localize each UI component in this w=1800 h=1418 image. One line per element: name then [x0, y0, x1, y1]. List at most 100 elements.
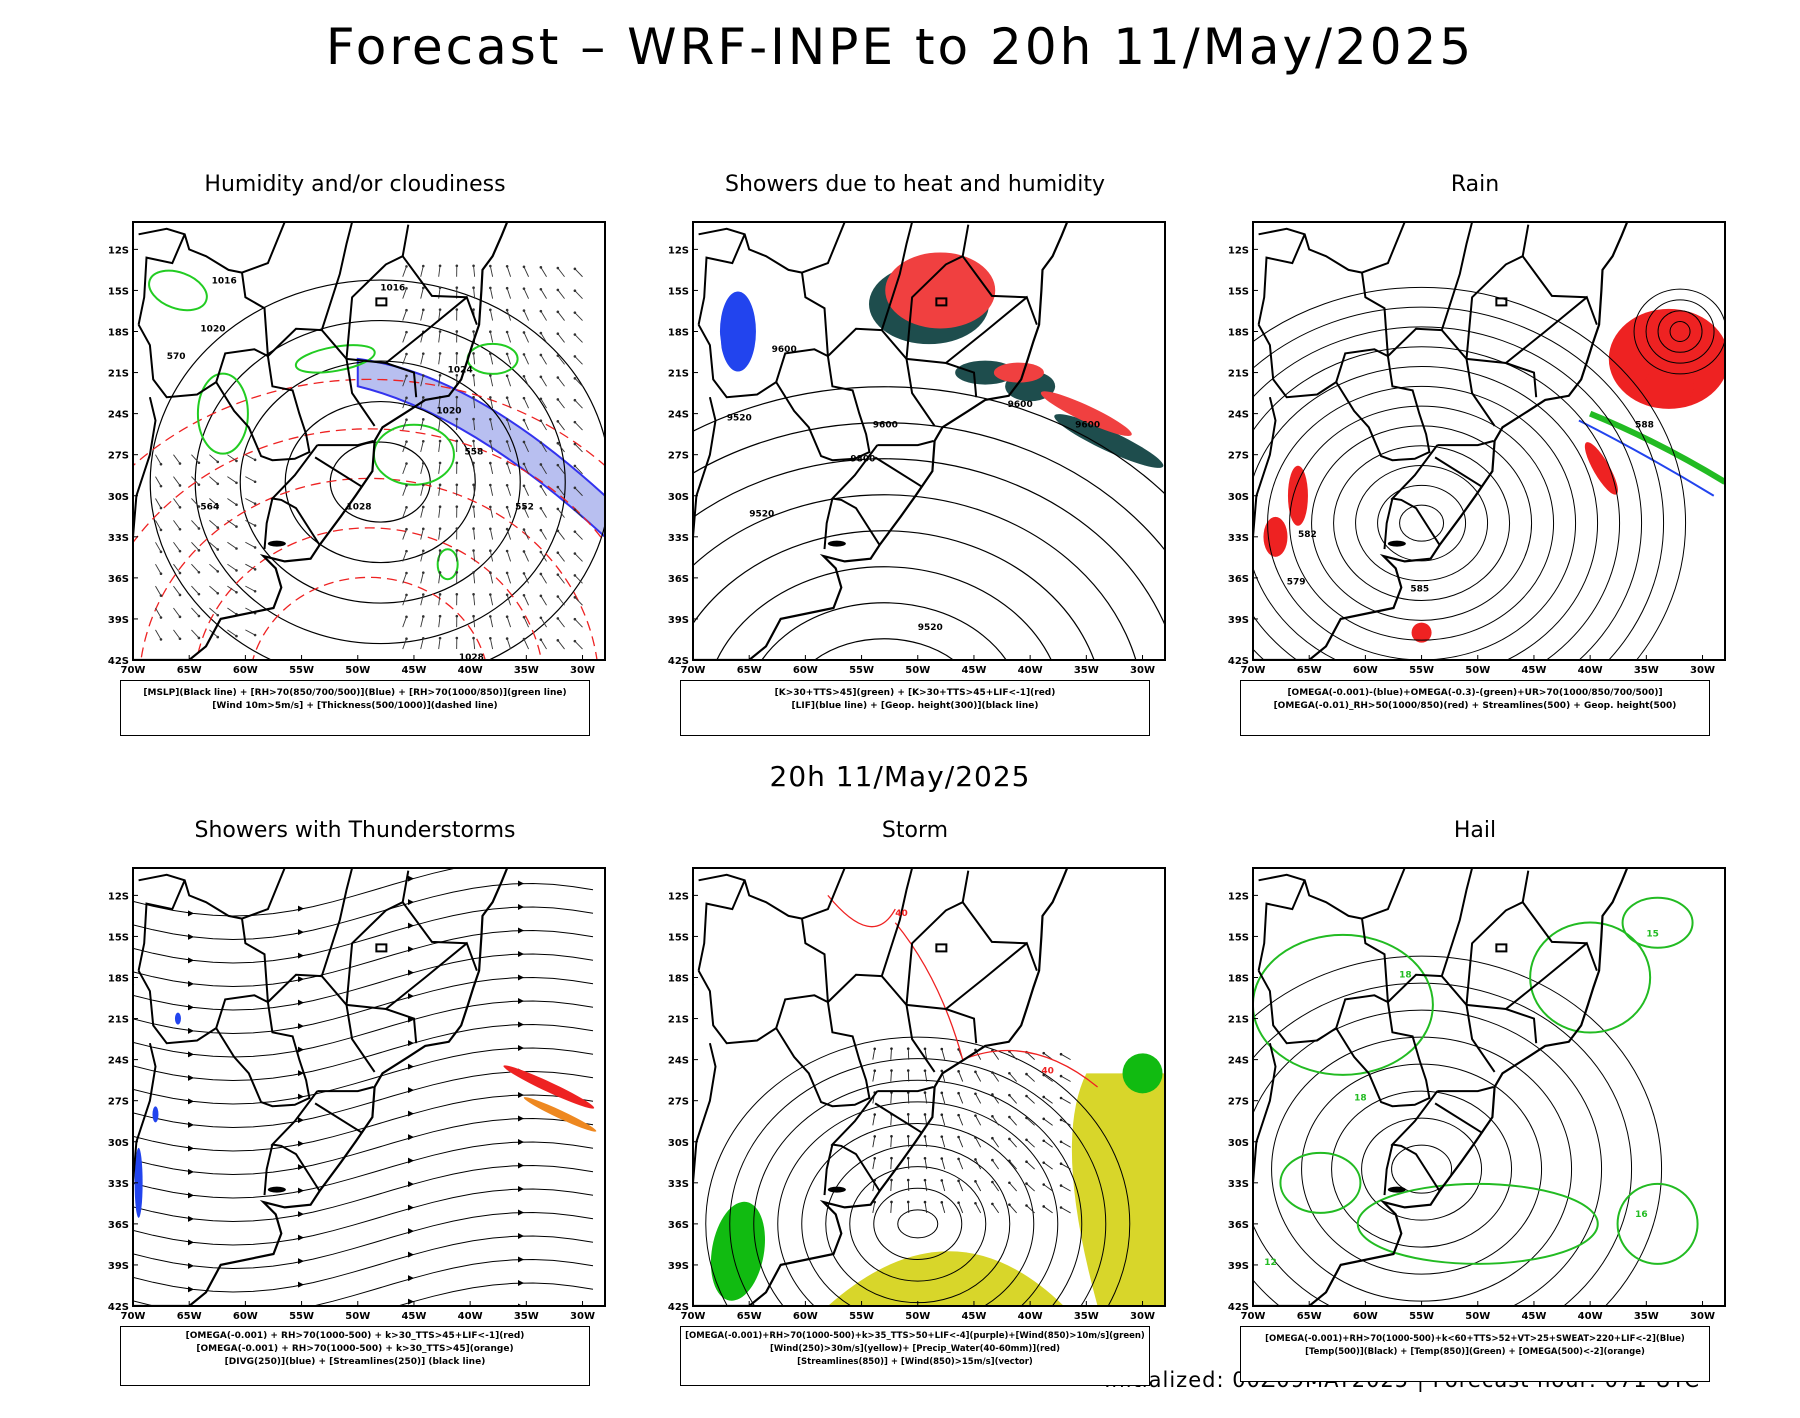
wind-vector-head: [924, 1069, 927, 1072]
wind-vector-head: [506, 353, 509, 356]
wind-vector-head: [557, 617, 560, 620]
wind-vector-head: [1025, 1117, 1028, 1120]
lat-tick-label: 30S: [668, 1138, 689, 1149]
wind-vector-head: [405, 550, 408, 553]
lat-tick-label: 36S: [108, 1220, 129, 1231]
wind-vector-head: [439, 549, 442, 552]
wind-vector-head: [540, 266, 543, 269]
wind-vector-head: [179, 550, 182, 553]
wind-vector-head: [890, 1157, 893, 1160]
contour-label: 9600: [873, 420, 898, 430]
wind-vector-head: [506, 550, 509, 553]
wind-vector-head: [506, 528, 509, 531]
contour-label: 18: [1399, 971, 1412, 981]
wind-vector-head: [540, 551, 543, 554]
wind-vector-head: [506, 506, 509, 509]
wind-vector-head: [472, 505, 475, 508]
wind-vector-head: [198, 637, 201, 640]
wind-vector-head: [924, 1157, 927, 1160]
contour-label: 9600: [1075, 420, 1100, 430]
wind-vector-head: [523, 528, 526, 531]
lon-tick-label: 40W: [458, 665, 483, 674]
wind-vector-head: [1060, 1053, 1063, 1056]
wind-vector-head: [991, 1159, 994, 1162]
wind-vector-head: [456, 330, 459, 333]
lon-tick-label: 30W: [570, 665, 595, 674]
wind-vector-head: [506, 309, 509, 312]
contour-label: 588: [1635, 420, 1654, 430]
wind-vector-head: [1042, 1205, 1045, 1208]
k-tts-lif-area: [994, 363, 1044, 383]
wind-vector-head: [422, 265, 425, 268]
wind-vector-head: [574, 465, 577, 468]
lon-tick-label: 65W: [1297, 665, 1322, 674]
lat-tick-label: 21S: [668, 1015, 689, 1026]
lon-tick-label: 45W: [961, 1311, 986, 1320]
contour-label: 1028: [459, 653, 484, 663]
wind-vector-head: [160, 507, 163, 510]
wind-vector-head: [574, 333, 577, 336]
wind-vector-head: [422, 593, 425, 596]
wind-vector-head: [557, 420, 560, 423]
wind-vector: [908, 1158, 909, 1169]
wind-vector-head: [940, 1070, 943, 1073]
wind-vector-head: [439, 418, 442, 421]
lon-tick-label: 40W: [1578, 1311, 1603, 1320]
wind-vector-head: [1025, 1095, 1028, 1098]
wind-vector-head: [523, 616, 526, 619]
wind-vector-head: [198, 549, 201, 552]
wind-vector-head: [557, 267, 560, 270]
wind-vector-head: [489, 374, 492, 377]
wind-vector-head: [489, 484, 492, 487]
wind-vector-head: [456, 593, 459, 596]
wind-vector-head: [1008, 1072, 1011, 1075]
lat-tick-label: 18S: [108, 974, 129, 985]
lon-tick-label: 35W: [1074, 1311, 1099, 1320]
panel-title: Showers due to heat and humidity: [655, 172, 1175, 197]
wind-vector-head: [523, 397, 526, 400]
wind-vector-head: [160, 463, 163, 466]
divergence-area: [175, 1013, 181, 1025]
wind-vector-head: [179, 528, 182, 531]
wind-vector-head: [523, 375, 526, 378]
wind-vector-head: [472, 396, 475, 399]
wind-vector-head: [523, 594, 526, 597]
wind-vector-head: [472, 440, 475, 443]
wind-vector-head: [1008, 1116, 1011, 1119]
lat-tick-label: 33S: [1228, 533, 1249, 544]
contour-label: 18: [1354, 1094, 1367, 1104]
wind-vector-head: [489, 506, 492, 509]
wind-vector-head: [439, 462, 442, 465]
wind-vector-head: [235, 482, 238, 485]
wind-vector-head: [540, 507, 543, 510]
wind-vector-head: [472, 462, 475, 465]
wind-vector-head: [216, 570, 219, 573]
rain-area: [1288, 466, 1308, 526]
wind-vector-head: [489, 462, 492, 465]
wind-vector-head: [422, 571, 425, 574]
wind-vector-head: [422, 528, 425, 531]
lat-tick-label: 21S: [1228, 369, 1249, 380]
wind-vector-head: [422, 309, 425, 312]
lon-tick-label: 45W: [961, 665, 986, 674]
wind-vector-head: [405, 572, 408, 575]
wind-vector-head: [924, 1179, 927, 1182]
wind-vector-head: [439, 286, 442, 289]
wind-vector-head: [540, 529, 543, 532]
wind-vector-head: [523, 419, 526, 422]
wind-vector-head: [489, 396, 492, 399]
wind-vector-head: [991, 1137, 994, 1140]
lon-tick-label: 70W: [1241, 1311, 1266, 1320]
lon-tick-label: 30W: [570, 1311, 595, 1320]
wind-vector-head: [574, 289, 577, 292]
panel-legend: [OMEGA(-0.001) + RH>70(1000-500) + k>30_…: [120, 1326, 590, 1386]
wind-vector-head: [179, 637, 182, 640]
wind-vector-head: [907, 1179, 910, 1182]
lat-tick-label: 12S: [668, 891, 689, 902]
wind-vector: [908, 1071, 909, 1082]
wind-vector-head: [439, 440, 442, 443]
lat-tick-label: 27S: [1228, 451, 1249, 462]
lat-tick-label: 12S: [668, 245, 689, 256]
contour-label: 9600: [1008, 400, 1033, 410]
wind-vector-head: [506, 637, 509, 640]
